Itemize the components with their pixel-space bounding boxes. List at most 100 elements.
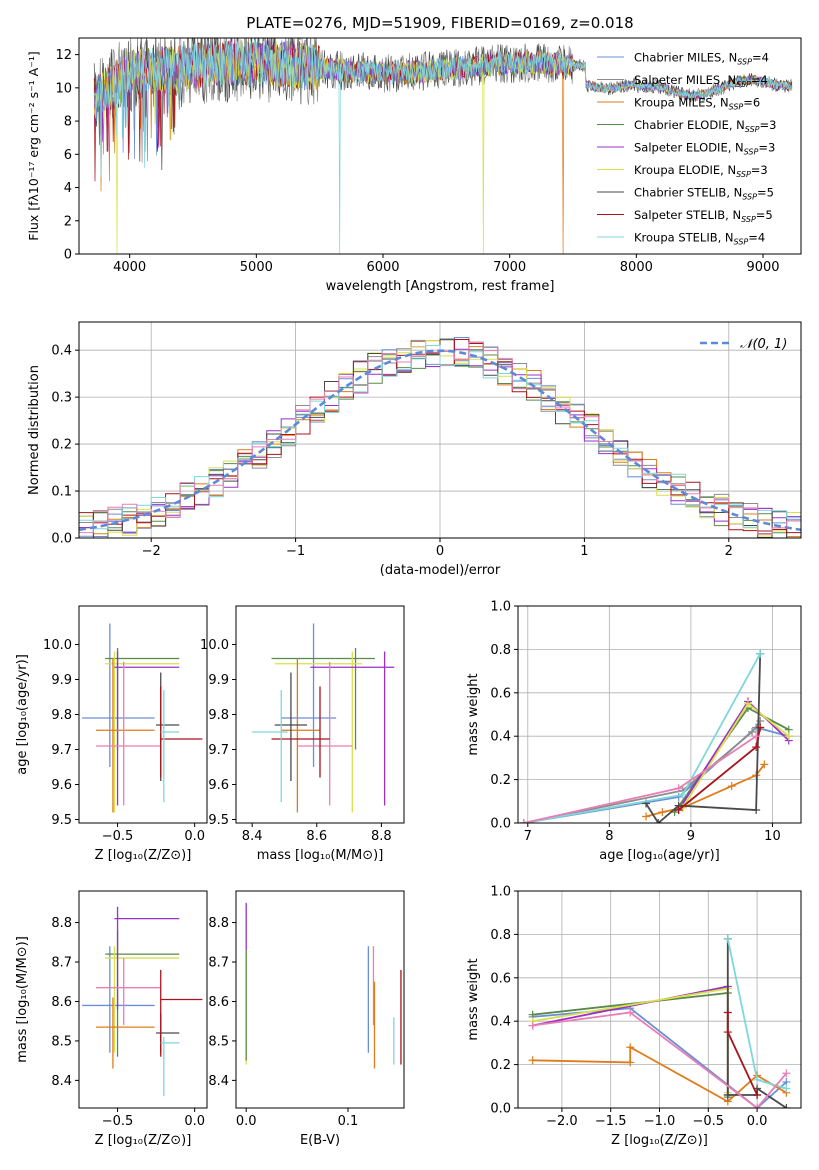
y-tick-label: 4 bbox=[64, 181, 72, 196]
plot-area-weight-vs-age bbox=[519, 649, 793, 823]
weight-point-marker bbox=[743, 699, 752, 708]
x-axis-label: age [log₁₀(age/yr)] bbox=[599, 848, 720, 863]
x-tick-label: −0.5 bbox=[693, 1114, 725, 1129]
y-tick-label: 8.6 bbox=[51, 995, 72, 1010]
panel-weight-vs-age: 7 8 9 10 0.0 0.2 0.4 0.6 0.8 1.0 age [log₁₀(age/yr… bbox=[466, 600, 802, 863]
legend-label: Kroupa MILES, NSSP=6 bbox=[634, 96, 760, 112]
y-tick-label: 0.2 bbox=[490, 1058, 511, 1073]
x-tick-label: 6000 bbox=[366, 260, 399, 275]
weight-point-marker bbox=[752, 805, 761, 814]
plot-area-residuals bbox=[79, 337, 801, 538]
x-tick-label: 1 bbox=[580, 544, 588, 559]
legend-label: Chabrier STELIB, NSSP=5 bbox=[634, 186, 774, 202]
weight-point-marker bbox=[723, 1028, 732, 1037]
y-tick-label: 9.6 bbox=[51, 778, 72, 793]
y-tick-label: 8.7 bbox=[51, 956, 72, 971]
spectrum-legend: Chabrier MILES, NSSP=4 Salpeter MILES, NS… bbox=[597, 51, 776, 247]
legend-label: Kroupa ELODIE, NSSP=3 bbox=[634, 163, 768, 179]
weight-point-marker bbox=[782, 1069, 791, 1078]
x-tick-label: −1 bbox=[286, 544, 305, 559]
x-tick-label: 9 bbox=[687, 829, 695, 844]
x-axis-label: (data-model)/error bbox=[380, 563, 501, 578]
legend-label: 𝒩(0, 1) bbox=[740, 337, 787, 352]
plot-area-age-vs-mass bbox=[252, 623, 395, 813]
panel-weight-vs-Z: −2.0 −1.5 −1.0 −0.5 0.0 0.0 0.2 0.4 0.6 0.8 1.0 Z [… bbox=[466, 885, 802, 1148]
x-tick-label: 0.0 bbox=[184, 829, 205, 844]
y-tick-label: 9.8 bbox=[208, 708, 229, 723]
x-tick-label: −0.5 bbox=[102, 1114, 134, 1129]
weight-point-marker bbox=[756, 723, 765, 732]
x-tick-label: 2 bbox=[725, 544, 733, 559]
y-tick-label: 9.5 bbox=[51, 813, 72, 828]
weight-series-line bbox=[532, 1011, 788, 1108]
weight-point-marker bbox=[674, 792, 683, 801]
axes-frame bbox=[517, 605, 802, 824]
y-tick-label: 10.0 bbox=[200, 638, 229, 653]
panel-residuals: 𝒩(0, 1) −2 −1 0 1 2 0.0 0.1 0.2 0.3 0.4 (data-model… bbox=[27, 321, 802, 578]
y-tick-label: 0.4 bbox=[490, 1015, 511, 1030]
y-tick-label: 9.5 bbox=[208, 813, 229, 828]
weight-point-marker bbox=[723, 934, 732, 943]
weight-point-marker bbox=[752, 743, 761, 752]
weight-point-marker bbox=[784, 732, 793, 741]
weight-point-marker bbox=[782, 1104, 791, 1108]
legend-label: Chabrier MILES, NSSP=4 bbox=[634, 51, 769, 67]
weight-point-marker bbox=[727, 782, 736, 791]
weight-point-marker bbox=[756, 649, 765, 658]
axes-frame bbox=[78, 37, 802, 255]
y-axis-label: mass weight bbox=[466, 958, 481, 1040]
y-axis-label: Flux [fλ10⁻¹⁷ erg cm⁻² s⁻¹ A⁻¹] bbox=[26, 51, 41, 240]
x-tick-label: 8.6 bbox=[306, 829, 327, 844]
x-tick-label: 10 bbox=[764, 829, 781, 844]
y-tick-label: 9.9 bbox=[208, 673, 229, 688]
legend-label: Salpeter ELODIE, NSSP=3 bbox=[634, 141, 775, 157]
weight-point-marker bbox=[528, 1021, 537, 1030]
weight-point-marker bbox=[626, 1043, 635, 1052]
y-tick-label: 0.8 bbox=[490, 643, 511, 658]
weight-point-marker bbox=[674, 784, 683, 793]
weight-point-marker bbox=[626, 1058, 635, 1067]
x-tick-label: 8.4 bbox=[242, 829, 263, 844]
figure-title: PLATE=0276, MJD=51909, FIBERID=0169, z=0… bbox=[246, 14, 633, 32]
legend-label: Kroupa STELIB, NSSP=4 bbox=[634, 231, 765, 247]
weight-point-marker bbox=[753, 1090, 762, 1099]
y-tick-label: 8.8 bbox=[208, 916, 229, 931]
x-tick-label: −1.0 bbox=[644, 1114, 676, 1129]
weight-point-marker bbox=[674, 805, 683, 814]
weight-series-line bbox=[726, 1012, 758, 1096]
y-tick-label: 0.0 bbox=[490, 1102, 511, 1117]
weight-point-marker bbox=[723, 1090, 732, 1099]
x-tick-label: 8000 bbox=[620, 260, 653, 275]
y-tick-label: 6 bbox=[64, 148, 72, 163]
y-tick-label: 8 bbox=[64, 115, 72, 130]
x-tick-label: −0.5 bbox=[102, 829, 134, 844]
y-tick-label: 1.0 bbox=[490, 885, 511, 900]
y-tick-label: 9.9 bbox=[51, 673, 72, 688]
weight-point-marker bbox=[626, 1008, 635, 1017]
x-tick-label: 7 bbox=[524, 829, 532, 844]
y-tick-label: 0.1 bbox=[51, 485, 72, 500]
weight-point-marker bbox=[723, 1008, 732, 1017]
x-tick-label: 0.0 bbox=[184, 1114, 205, 1129]
panel-spectrum: Chabrier MILES, NSSP=4 Salpeter MILES, NS… bbox=[26, 37, 802, 294]
y-tick-label: 12 bbox=[55, 48, 72, 63]
x-axis-label: Z [log₁₀(Z/Z⊙)] bbox=[95, 1133, 192, 1148]
y-tick-label: 8.8 bbox=[51, 916, 72, 931]
x-axis-label: Z [log₁₀(Z/Z⊙)] bbox=[95, 848, 192, 863]
y-tick-label: 10.0 bbox=[43, 638, 72, 653]
x-tick-label: 0.1 bbox=[338, 1114, 359, 1129]
x-tick-label: 7000 bbox=[493, 260, 526, 275]
y-tick-label: 0.8 bbox=[490, 928, 511, 943]
axes-frame bbox=[78, 890, 208, 1109]
y-axis-label: Normed distribution bbox=[27, 365, 42, 495]
y-tick-label: 8.5 bbox=[208, 1034, 229, 1049]
y-tick-label: 0.4 bbox=[51, 344, 72, 359]
y-tick-label: 10 bbox=[55, 81, 72, 96]
weight-point-marker bbox=[642, 812, 651, 821]
plot-area-spectrum bbox=[93, 38, 793, 254]
panel-age-vs-mass: 8.4 8.6 8.8 9.5 9.6 9.7 9.8 9.9 10.0 mass [log₁₀(… bbox=[200, 605, 405, 863]
panel-mass-vs-EBV: 0.0 0.1 8.4 8.5 8.6 8.7 8.8 E(B-V) bbox=[208, 890, 405, 1148]
legend-label: Salpeter STELIB, NSSP=5 bbox=[634, 208, 773, 224]
panel-mass-vs-Z: −0.5 0.0 8.4 8.5 8.6 8.7 8.8 Z [log₁₀(Z/Z⊙)] mas… bbox=[15, 890, 208, 1148]
